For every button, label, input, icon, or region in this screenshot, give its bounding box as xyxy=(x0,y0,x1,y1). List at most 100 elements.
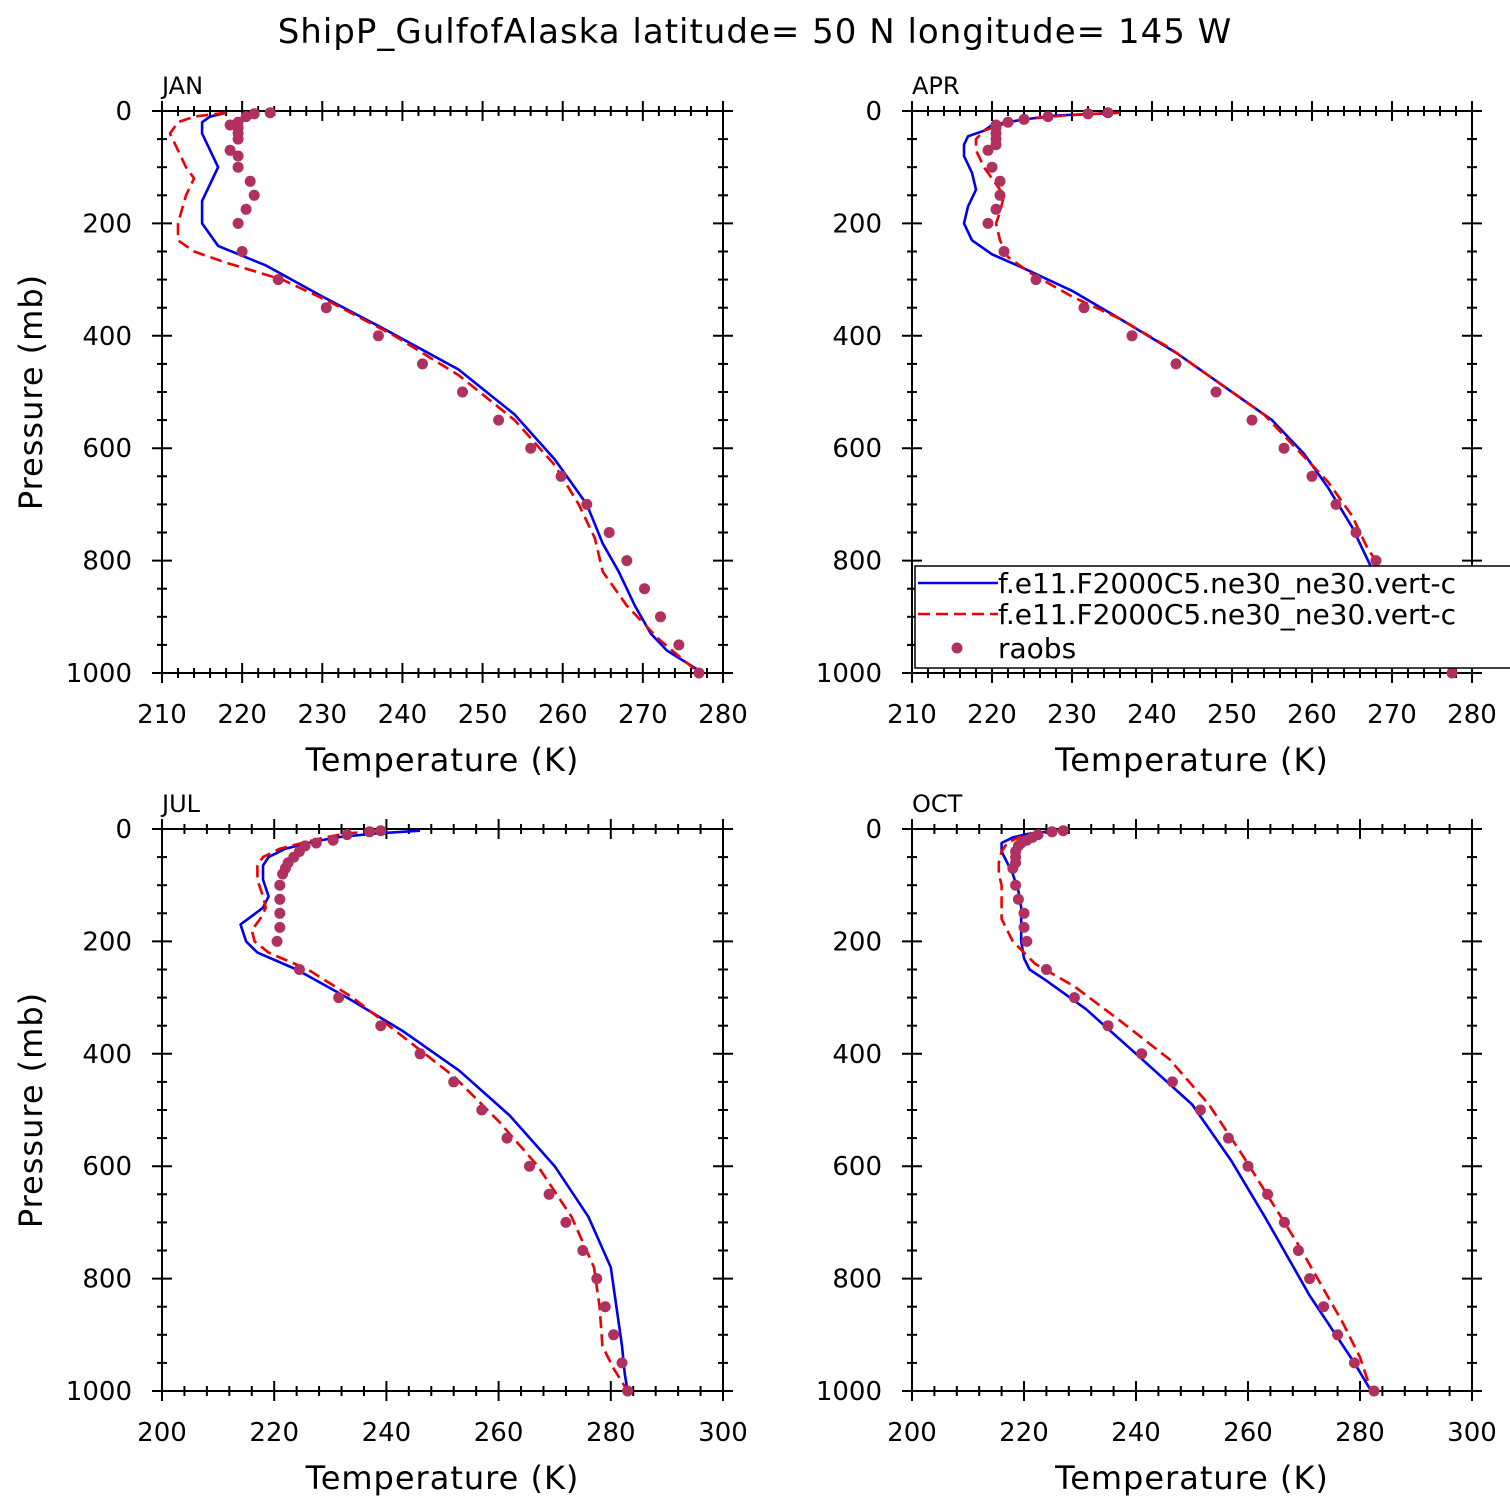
legend: f.e11.F2000C5.ne30_ne30.vert-cf.e11.F200… xyxy=(914,565,1510,669)
x-tick-label: 240 xyxy=(362,1418,412,1448)
raobs-point xyxy=(476,1104,488,1116)
raobs-point xyxy=(274,893,286,905)
x-axis-title: Temperature (K) xyxy=(305,741,580,779)
legend-label: raobs xyxy=(998,632,1076,665)
x-tick-label: 280 xyxy=(586,1418,636,1448)
panel-title: OCT xyxy=(912,790,963,818)
raobs-point xyxy=(274,921,286,933)
raobs-point xyxy=(982,144,994,156)
raobs-point xyxy=(274,879,286,891)
model-series-solid-line xyxy=(200,111,704,673)
raobs-point xyxy=(1222,1132,1234,1144)
raobs-point xyxy=(581,498,593,510)
raobs-point xyxy=(417,358,428,370)
plot-area xyxy=(962,111,1458,673)
x-tick-label: 210 xyxy=(137,700,187,730)
x-tick-label: 300 xyxy=(1447,1418,1497,1448)
x-tick-label: 280 xyxy=(1447,700,1497,730)
raobs-point xyxy=(990,203,1002,215)
y-tick-label: 800 xyxy=(82,1265,132,1295)
y-tick-label: 600 xyxy=(832,434,882,464)
y-tick-label: 600 xyxy=(82,1152,132,1182)
y-tick-label: 800 xyxy=(832,547,882,577)
raobs-point xyxy=(1018,113,1030,125)
raobs-point xyxy=(1278,442,1290,454)
legend-box xyxy=(914,565,1510,669)
raobs-point xyxy=(1370,555,1382,567)
raobs-point xyxy=(555,470,567,482)
y-tick-label: 0 xyxy=(865,815,882,845)
x-tick-label: 280 xyxy=(1335,1418,1385,1448)
x-tick-label: 240 xyxy=(378,700,428,730)
model-series-solid-line xyxy=(962,111,1457,673)
raobs-point xyxy=(622,1385,634,1397)
raobs-point xyxy=(1242,1160,1254,1172)
x-axis-title: Temperature (K) xyxy=(1054,1459,1329,1497)
raobs-point xyxy=(1018,907,1030,919)
raobs-point xyxy=(603,527,615,538)
x-tick-label: 260 xyxy=(1223,1418,1273,1448)
raobs-point xyxy=(1330,498,1342,510)
x-axis-title: Temperature (K) xyxy=(305,1459,580,1497)
y-tick-label: 200 xyxy=(82,209,132,239)
legend-label: f.e11.F2000C5.ne30_ne30.vert-c xyxy=(998,598,1456,631)
x-tick-label: 250 xyxy=(458,700,508,730)
raobs-point xyxy=(1002,116,1014,128)
raobs-point xyxy=(994,175,1006,187)
raobs-point xyxy=(673,639,685,651)
raobs-point xyxy=(1350,527,1362,538)
y-tick-label: 400 xyxy=(82,1040,132,1070)
y-tick-label: 400 xyxy=(82,322,132,352)
model-series-dashed-line xyxy=(168,111,700,673)
y-tick-label: 400 xyxy=(832,1040,882,1070)
raobs-point xyxy=(655,611,666,623)
raobs-point xyxy=(1292,1245,1304,1256)
y-tick-label: 0 xyxy=(115,97,132,127)
plot-area xyxy=(168,111,704,673)
x-tick-label: 220 xyxy=(999,1418,1049,1448)
raobs-point xyxy=(1021,935,1033,947)
panel-title: APR xyxy=(912,72,960,100)
legend-label: f.e11.F2000C5.ne30_ne30.vert-c xyxy=(998,567,1456,600)
raobs-point xyxy=(375,825,387,837)
raobs-point xyxy=(616,1357,628,1369)
y-tick-label: 1000 xyxy=(66,1377,132,1407)
model-series-solid-line xyxy=(1000,829,1373,1391)
raobs-point xyxy=(274,907,286,919)
raobs-point xyxy=(1030,274,1042,286)
raobs-point xyxy=(232,217,244,229)
raobs-point xyxy=(1306,470,1318,482)
x-tick-label: 260 xyxy=(474,1418,524,1448)
plot-frame xyxy=(161,110,724,674)
raobs-point xyxy=(1166,1076,1178,1088)
raobs-point xyxy=(1040,964,1052,975)
raobs-point xyxy=(341,829,353,841)
raobs-point xyxy=(272,274,284,286)
y-tick-label: 800 xyxy=(82,547,132,577)
panel-apr: 210 220 230 240 250 260 270 280 0 200 400 600 800 100… xyxy=(816,72,1497,779)
raobs-point xyxy=(1368,1385,1380,1397)
plot-frame xyxy=(911,828,1473,1392)
raobs-point xyxy=(327,834,339,846)
x-tick-label: 280 xyxy=(698,700,748,730)
raobs-point xyxy=(240,203,252,215)
raobs-point xyxy=(364,826,376,838)
raobs-point xyxy=(236,246,248,257)
raobs-point xyxy=(1102,1020,1114,1032)
x-tick-label: 240 xyxy=(1127,700,1177,730)
x-tick-label: 260 xyxy=(1287,700,1337,730)
x-tick-label: 300 xyxy=(698,1418,748,1448)
raobs-point xyxy=(264,107,276,119)
raobs-point xyxy=(333,992,345,1004)
raobs-point xyxy=(224,144,236,156)
raobs-point xyxy=(1304,1273,1316,1285)
y-tick-label: 600 xyxy=(832,1152,882,1182)
raobs-point xyxy=(1102,107,1114,119)
raobs-point xyxy=(271,935,283,947)
raobs-point xyxy=(560,1216,572,1228)
panel-jan: 210 220 230 240 250 260 270 280 0 200 400 600 800 100… xyxy=(12,72,748,779)
legend-marker-raobs xyxy=(951,642,963,654)
y-tick-label: 1000 xyxy=(66,659,132,689)
raobs-point xyxy=(1194,1104,1206,1116)
